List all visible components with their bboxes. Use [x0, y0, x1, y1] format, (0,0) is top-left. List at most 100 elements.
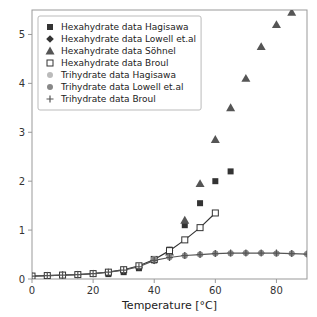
y-tick	[28, 34, 32, 35]
y-tick-label: 1	[19, 225, 25, 236]
x-tick	[93, 279, 94, 283]
data-point	[196, 179, 205, 187]
y-tick	[28, 83, 32, 84]
data-point	[304, 251, 308, 258]
data-point	[90, 270, 97, 277]
data-point	[120, 267, 128, 275]
y-tick-label: 5	[19, 29, 25, 40]
data-point	[273, 250, 280, 257]
legend-swatch	[47, 24, 53, 30]
y-tick	[28, 181, 32, 182]
data-point	[60, 272, 66, 278]
data-point	[289, 251, 295, 257]
legend-label: Hexahydrate data Söhnel	[61, 46, 176, 56]
legend-swatch	[47, 60, 53, 66]
data-point	[289, 251, 295, 257]
data-point	[197, 252, 203, 258]
data-point	[135, 263, 143, 271]
data-point	[197, 251, 204, 258]
data-point	[182, 253, 188, 259]
data-point	[197, 225, 203, 231]
y-tick-label: 2	[19, 176, 25, 187]
data-point	[197, 252, 203, 258]
series-markers	[151, 250, 307, 262]
data-point	[121, 267, 127, 273]
series-line	[32, 213, 215, 276]
chart: 0 20 40 60 80 0 1 2 3 4 5 Temperature [°C] Hexahydra…	[0, 0, 317, 317]
legend-label: Trihydrate data Broul	[60, 94, 156, 104]
data-point	[74, 271, 82, 279]
data-point	[212, 178, 218, 184]
series-markers	[151, 250, 307, 262]
x-tick	[154, 279, 155, 283]
legend-box	[38, 16, 201, 110]
x-tick-label: 0	[29, 285, 35, 296]
data-point	[258, 250, 264, 256]
data-point	[166, 254, 173, 261]
data-point	[44, 272, 51, 279]
data-point	[227, 250, 234, 257]
data-point	[212, 251, 218, 257]
data-point	[74, 271, 81, 278]
legend: Hexahydrate data Hagisawa Hexahydrate dat…	[38, 16, 201, 110]
data-point	[90, 271, 96, 277]
x-tick-label: 60	[209, 285, 222, 296]
data-point	[288, 250, 295, 257]
y-tick-label: 0	[19, 274, 25, 285]
series-markers	[43, 247, 173, 279]
y-tick-label: 3	[19, 127, 25, 138]
legend-label: Trihydrate data Hagisawa	[60, 70, 176, 80]
legend-label: Hexahydrate data Hagisawa	[61, 22, 189, 32]
series-markers	[32, 210, 218, 279]
data-point	[197, 200, 203, 206]
y-tick	[28, 132, 32, 133]
data-point	[258, 250, 264, 256]
data-point	[150, 257, 158, 265]
series-line	[32, 253, 307, 276]
data-point	[241, 74, 250, 82]
legend-swatch	[47, 72, 53, 78]
data-point	[273, 251, 279, 257]
data-point	[32, 273, 36, 279]
x-tick-label: 40	[148, 285, 161, 296]
data-point	[228, 251, 234, 257]
data-point	[257, 42, 266, 50]
data-point	[89, 270, 97, 278]
x-tick-label: 80	[270, 285, 283, 296]
data-point	[212, 210, 218, 216]
y-tick-label: 4	[19, 78, 25, 89]
data-point	[105, 269, 111, 275]
x-axis-label: Temperature [°C]	[121, 299, 217, 312]
x-tick	[32, 279, 33, 283]
data-point	[243, 250, 249, 256]
legend-swatch	[46, 47, 55, 55]
data-point	[32, 273, 35, 279]
data-point	[258, 250, 265, 257]
x-tick-label: 20	[87, 285, 100, 296]
data-point	[135, 263, 142, 270]
data-point	[167, 247, 173, 253]
data-point	[273, 251, 279, 257]
data-point	[75, 272, 81, 278]
legend-swatch	[47, 96, 54, 103]
background	[0, 0, 317, 317]
data-point	[272, 20, 281, 28]
data-point	[105, 269, 112, 276]
x-tick	[276, 279, 277, 283]
data-point	[43, 272, 51, 279]
legend-label: Hexahydrate data Broul	[61, 58, 168, 68]
data-point	[167, 248, 173, 254]
data-point	[59, 271, 67, 279]
legend-swatch	[47, 84, 53, 90]
legend-label: Trihydrate data Lowell et.al	[60, 82, 183, 92]
data-point	[228, 250, 234, 256]
x-tick	[215, 279, 216, 283]
data-point	[304, 251, 307, 257]
data-point	[182, 237, 188, 243]
legend-swatch	[46, 35, 54, 43]
data-point	[212, 251, 218, 257]
data-point	[180, 216, 189, 224]
data-point	[120, 267, 127, 274]
data-point	[167, 254, 173, 260]
plot-frame	[32, 10, 307, 279]
